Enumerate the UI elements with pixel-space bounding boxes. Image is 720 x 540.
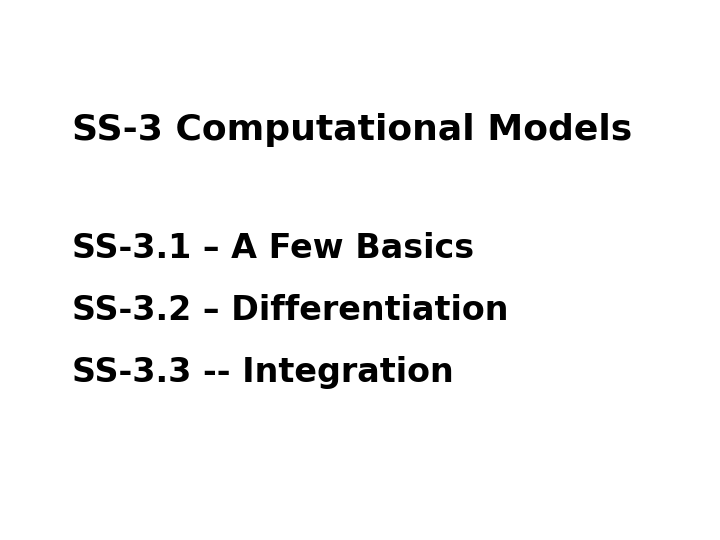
Text: SS-3 Computational Models: SS-3 Computational Models	[72, 113, 632, 146]
Text: SS-3.1 – A Few Basics: SS-3.1 – A Few Basics	[72, 232, 474, 265]
Text: SS-3.2 – Differentiation: SS-3.2 – Differentiation	[72, 294, 508, 327]
Text: SS-3.3 -- Integration: SS-3.3 -- Integration	[72, 356, 454, 389]
